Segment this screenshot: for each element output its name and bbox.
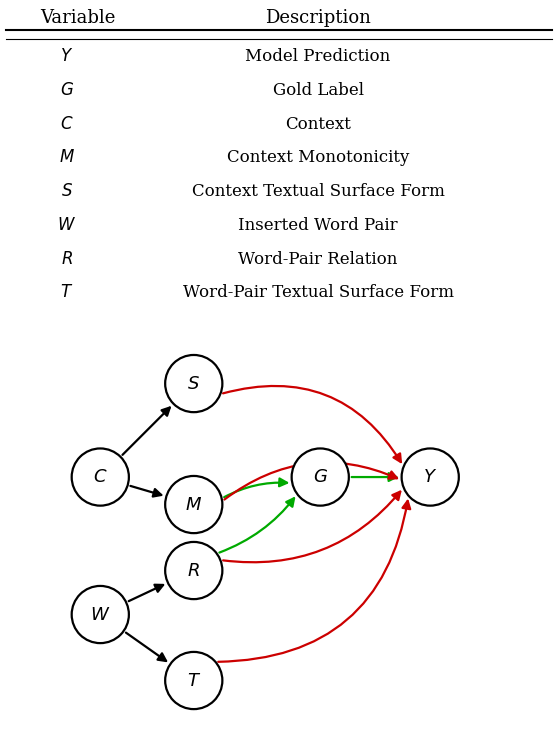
Text: $C$: $C$ <box>60 116 74 133</box>
FancyArrowPatch shape <box>223 492 400 562</box>
FancyArrowPatch shape <box>223 386 401 462</box>
Text: Inserted Word Pair: Inserted Word Pair <box>238 217 398 234</box>
Circle shape <box>165 476 222 533</box>
FancyArrowPatch shape <box>218 501 410 662</box>
Circle shape <box>165 542 222 599</box>
Text: $T$: $T$ <box>187 672 201 690</box>
Text: $Y$: $Y$ <box>60 48 74 65</box>
Text: $W$: $W$ <box>90 605 110 623</box>
Text: $G$: $G$ <box>312 468 328 486</box>
Text: Gold Label: Gold Label <box>272 82 364 99</box>
Text: $W$: $W$ <box>57 217 76 234</box>
Text: $R$: $R$ <box>187 562 200 580</box>
Text: $Y$: $Y$ <box>423 468 437 486</box>
Text: Description: Description <box>265 9 371 27</box>
Text: $M$: $M$ <box>185 496 203 514</box>
FancyArrowPatch shape <box>129 585 163 601</box>
Circle shape <box>165 355 222 412</box>
FancyArrowPatch shape <box>352 473 396 481</box>
FancyArrowPatch shape <box>131 486 161 496</box>
Text: $M$: $M$ <box>59 150 75 166</box>
Text: $S$: $S$ <box>187 374 200 393</box>
Text: $S$: $S$ <box>61 183 73 200</box>
FancyArrowPatch shape <box>122 408 170 455</box>
Text: $T$: $T$ <box>60 284 74 302</box>
Text: Variable: Variable <box>40 9 116 27</box>
Text: $C$: $C$ <box>93 468 108 486</box>
Circle shape <box>165 652 222 709</box>
Text: $G$: $G$ <box>60 82 74 99</box>
Text: $R$: $R$ <box>61 250 73 268</box>
Text: Word-Pair Relation: Word-Pair Relation <box>238 250 398 268</box>
Text: Context Textual Surface Form: Context Textual Surface Form <box>191 183 445 200</box>
Text: Model Prediction: Model Prediction <box>246 48 391 65</box>
Circle shape <box>292 448 349 505</box>
Text: Context Monotonicity: Context Monotonicity <box>227 150 409 166</box>
Text: Word-Pair Textual Surface Form: Word-Pair Textual Surface Form <box>182 284 454 302</box>
FancyArrowPatch shape <box>224 462 397 499</box>
Circle shape <box>402 448 459 505</box>
Circle shape <box>71 586 129 643</box>
FancyArrowPatch shape <box>224 478 287 497</box>
Text: Context: Context <box>285 116 351 133</box>
Circle shape <box>71 448 129 505</box>
FancyArrowPatch shape <box>219 499 294 553</box>
FancyArrowPatch shape <box>126 632 166 661</box>
